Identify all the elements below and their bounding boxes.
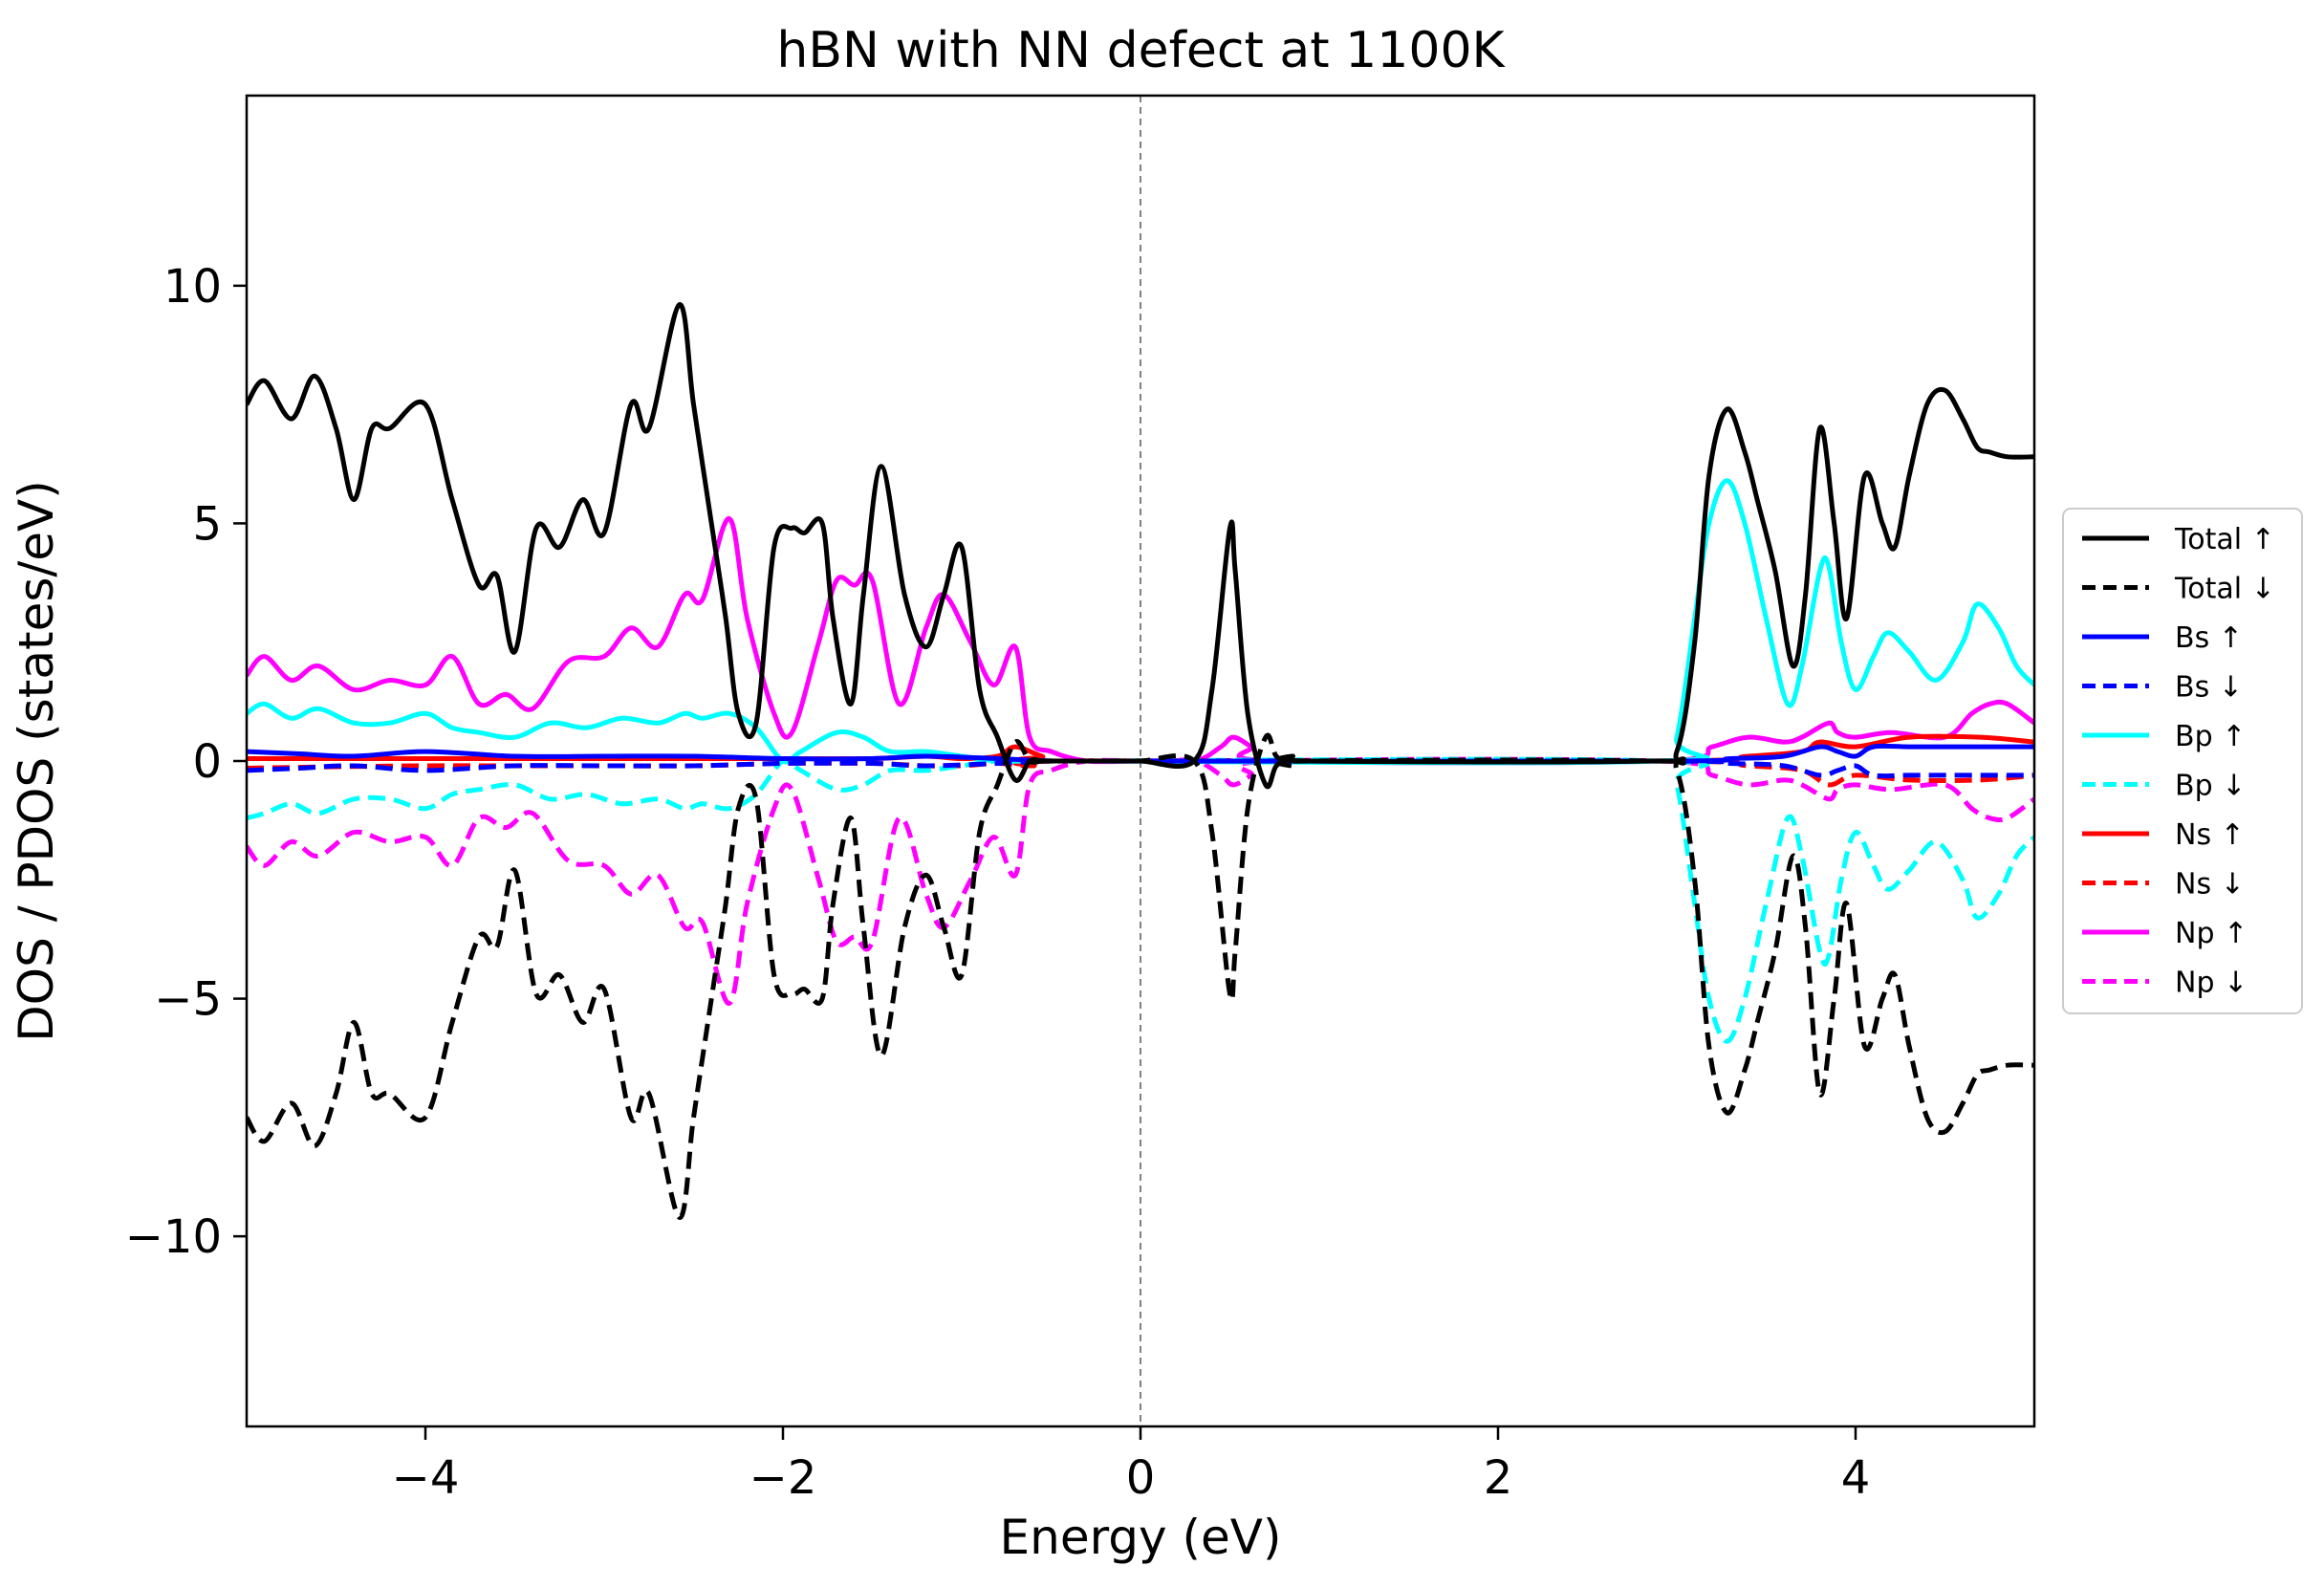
- legend-label-bp-up: Bp ↑: [2175, 720, 2246, 753]
- x-tick-label: −4: [392, 1451, 460, 1505]
- x-tick-label: 4: [1841, 1451, 1871, 1505]
- legend-label-ns-up: Ns ↑: [2175, 818, 2245, 852]
- legend-items: Total ↑ Total ↓ Bs ↑ Bs ↓ Bp ↑ Bp ↓ Ns ↑ Ns ↓ Np…: [2082, 523, 2275, 1000]
- legend-label-ns-down: Ns ↓: [2175, 868, 2245, 902]
- x-tick-label: 2: [1484, 1451, 1513, 1505]
- y-tick-label: 10: [163, 260, 222, 314]
- series-np-up: [247, 515, 2034, 766]
- legend: Total ↑ Total ↓ Bs ↑ Bs ↓ Bp ↑ Bp ↓ Ns ↑ Ns ↓ Np…: [2062, 508, 2303, 1014]
- legend-label-np-down: Np ↓: [2175, 967, 2248, 1000]
- legend-label-total-up: Total ↑: [2174, 523, 2275, 556]
- series-np-down: [247, 756, 2034, 1007]
- y-tick-label: 5: [192, 497, 222, 551]
- x-tick-label: −2: [749, 1451, 817, 1505]
- x-axis-ticks: −4 −2 0 2 4: [392, 1426, 1871, 1505]
- legend-label-total-down: Total ↓: [2174, 573, 2275, 606]
- x-tick-label: 0: [1126, 1451, 1156, 1505]
- chart-title: hBN with NN defect at 1100K: [776, 22, 1506, 79]
- legend-label-bs-up: Bs ↑: [2175, 621, 2243, 655]
- legend-label-np-up: Np ↑: [2175, 917, 2248, 950]
- y-tick-label: −5: [154, 973, 222, 1027]
- y-axis-ticks: −10 −5 0 5 10: [125, 260, 247, 1264]
- y-tick-label: −10: [125, 1210, 222, 1264]
- y-tick-label: 0: [192, 735, 222, 789]
- y-axis-title: DOS / PDOS (states/eV): [9, 480, 64, 1041]
- series-total-up: [247, 302, 2034, 790]
- series-ns-down: [247, 757, 2034, 788]
- legend-label-bs-down: Bs ↓: [2175, 671, 2243, 705]
- series-total-down: [247, 732, 2034, 1220]
- series-layer: [247, 302, 2034, 1220]
- legend-label-bp-down: Bp ↓: [2175, 770, 2246, 803]
- x-axis-title: Energy (eV): [1000, 1510, 1282, 1565]
